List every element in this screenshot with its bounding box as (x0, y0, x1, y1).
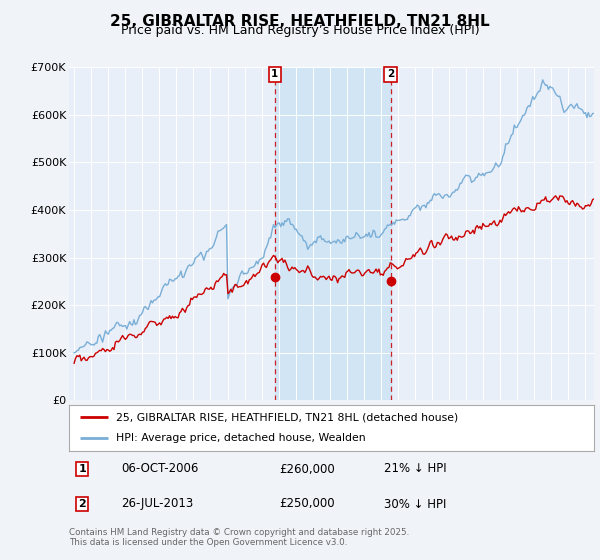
Text: 1: 1 (271, 69, 278, 80)
Text: 1: 1 (78, 464, 86, 474)
Text: 21% ↓ HPI: 21% ↓ HPI (384, 463, 446, 475)
Text: £260,000: £260,000 (279, 463, 335, 475)
Text: 2: 2 (387, 69, 394, 80)
Text: 30% ↓ HPI: 30% ↓ HPI (384, 497, 446, 511)
Text: 26-JUL-2013: 26-JUL-2013 (121, 497, 194, 511)
Text: HPI: Average price, detached house, Wealden: HPI: Average price, detached house, Weal… (116, 433, 366, 444)
Text: Contains HM Land Registry data © Crown copyright and database right 2025.
This d: Contains HM Land Registry data © Crown c… (69, 528, 409, 547)
Text: £250,000: £250,000 (279, 497, 335, 511)
Bar (275, 67, 391, 400)
Text: 25, GIBRALTAR RISE, HEATHFIELD, TN21 8HL (detached house): 25, GIBRALTAR RISE, HEATHFIELD, TN21 8HL… (116, 412, 458, 422)
Text: 06-OCT-2006: 06-OCT-2006 (121, 463, 199, 475)
Text: Price paid vs. HM Land Registry’s House Price Index (HPI): Price paid vs. HM Land Registry’s House … (121, 24, 479, 37)
Text: 25, GIBRALTAR RISE, HEATHFIELD, TN21 8HL: 25, GIBRALTAR RISE, HEATHFIELD, TN21 8HL (110, 14, 490, 29)
Text: 2: 2 (78, 499, 86, 509)
